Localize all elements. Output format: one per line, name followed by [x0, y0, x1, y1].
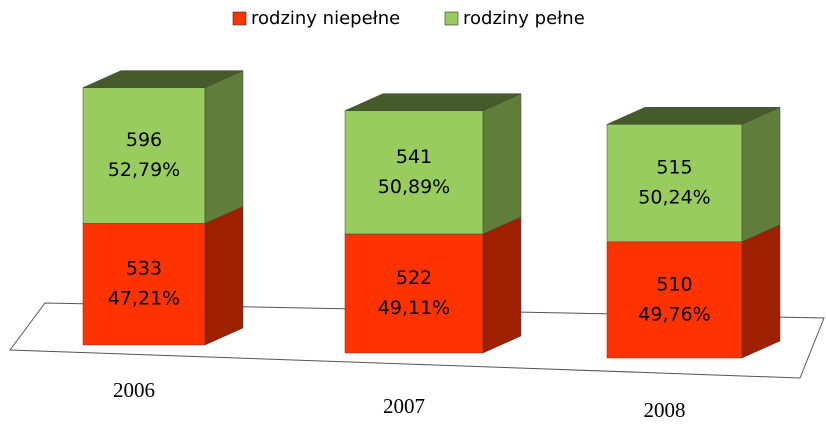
share-label: 49,76% [638, 303, 710, 325]
bar-front [82, 223, 206, 346]
value-label: 533 [126, 258, 162, 280]
value-label: 510 [656, 273, 692, 295]
bar-segment [82, 206, 244, 346]
share-label: 47,21% [108, 288, 180, 310]
share-label: 50,89% [378, 176, 450, 198]
bar-segment [606, 224, 781, 359]
legend-swatch [444, 11, 459, 26]
bar-side [482, 93, 522, 235]
bar-top [606, 107, 781, 125]
bar-segment [606, 106, 781, 243]
bar-front [606, 241, 743, 359]
bar-front [344, 233, 484, 354]
value-label: 596 [126, 129, 162, 151]
share-label: 49,11% [378, 297, 450, 319]
bar-side [482, 216, 522, 354]
bar-segment [344, 216, 522, 354]
x-tick-label: 2007 [383, 394, 425, 418]
bar-top [82, 70, 244, 88]
bar-front [606, 124, 743, 242]
legend-label: rodziny pełne [463, 8, 585, 29]
legend-label: rodziny niepełne [251, 8, 400, 29]
x-tick-label: 2008 [644, 398, 686, 422]
bar-segment [344, 93, 522, 235]
bar-front [82, 87, 206, 224]
bar-front [344, 110, 484, 235]
value-label: 515 [656, 157, 692, 179]
bar-top [344, 93, 522, 111]
value-label: 541 [396, 146, 432, 168]
x-tick-label: 2006 [113, 378, 155, 402]
bar-segment [82, 70, 244, 224]
share-label: 52,79% [108, 159, 180, 181]
value-label: 522 [396, 267, 432, 289]
share-label: 50,24% [638, 187, 710, 209]
bar-side [204, 70, 244, 224]
legend-swatch [232, 11, 247, 26]
bar-side [741, 106, 781, 243]
bar-side [204, 206, 244, 346]
bar-side [741, 224, 781, 359]
floor [9, 302, 825, 379]
